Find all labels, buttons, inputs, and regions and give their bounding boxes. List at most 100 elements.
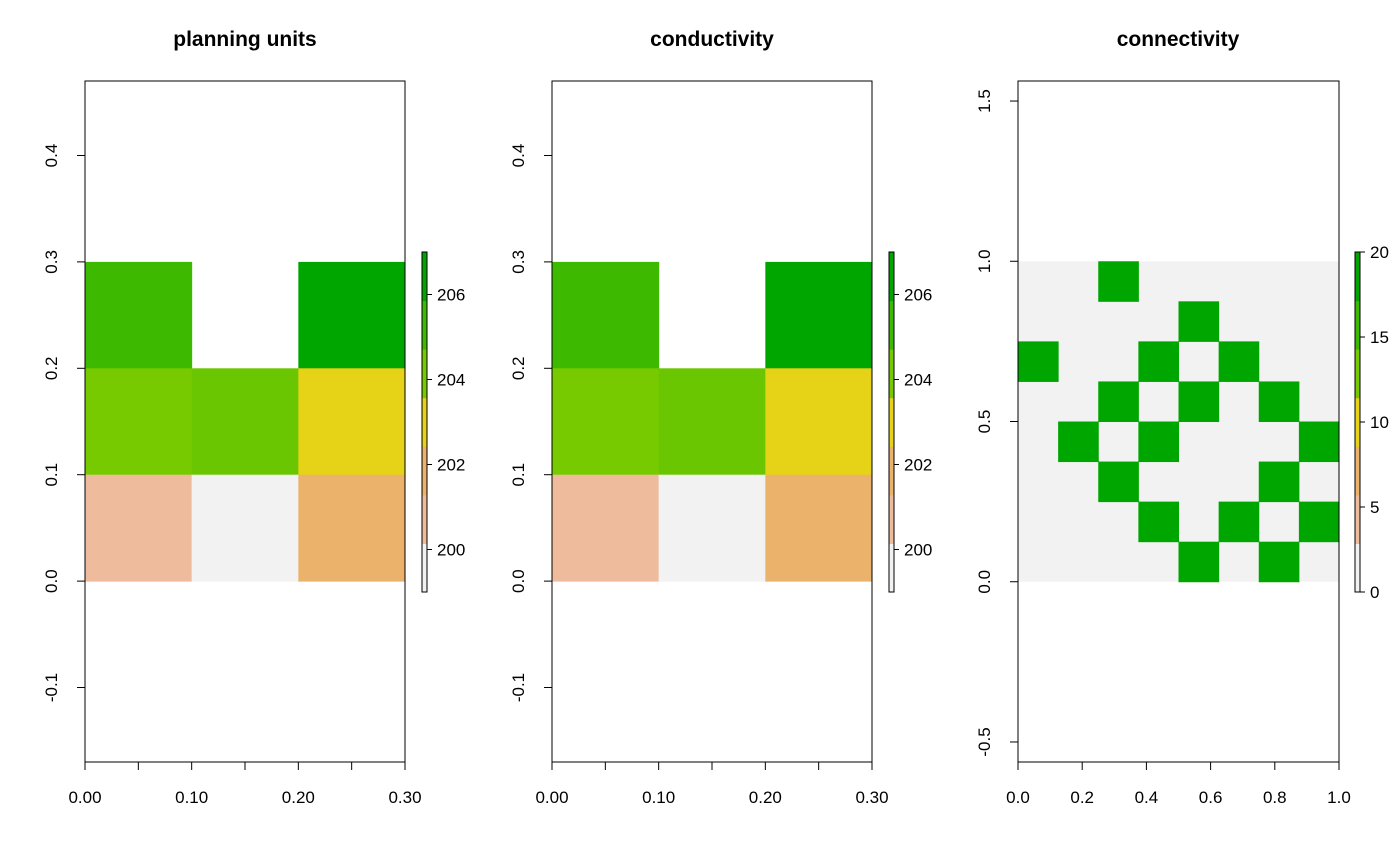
colorbar-tick-label: 206 — [904, 286, 932, 305]
y-tick-label: 0.4 — [509, 144, 528, 168]
y-axis: -0.1 0.0 0.1 0.2 0.3 0.4 — [509, 144, 552, 702]
raster-cell — [1058, 421, 1099, 463]
x-tick-label: 0.2 — [1070, 788, 1094, 807]
x-tick-label: 0.4 — [1135, 788, 1159, 807]
y-tick-label: -0.1 — [42, 673, 61, 702]
colorbar-frame — [421, 251, 428, 593]
raster-cell — [1178, 541, 1220, 583]
colorbar-segment — [889, 543, 894, 593]
raster-cell — [1298, 421, 1340, 463]
raster-cell — [298, 368, 406, 476]
panel-connectivity: connectivity 0.0 0.2 0.4 0.6 0.8 1.0-0.50.00.… — [975, 28, 1389, 807]
y-tick-label: 0.4 — [42, 144, 61, 168]
raster-cell — [552, 261, 660, 369]
colorbar-tick-label: 200 — [904, 541, 932, 560]
colorbar-tick-label: 202 — [904, 456, 932, 475]
colorbar-segment — [422, 252, 427, 302]
x-axis: 0.00 0.10 0.20 0.30 — [68, 762, 422, 807]
raster-cell — [298, 474, 406, 582]
colorbar-tick-label: 206 — [437, 286, 465, 305]
colorbar-tick-label: 10 — [1370, 413, 1389, 432]
x-tick-label: 0.6 — [1199, 788, 1223, 807]
colorbar: 0 5 10 15 20 — [1354, 243, 1389, 602]
raster-cell — [1218, 341, 1260, 382]
y-tick-label: 0.3 — [42, 250, 61, 274]
y-tick-label: 0.0 — [509, 569, 528, 593]
colorbar: 200 202 204 206 — [888, 251, 932, 593]
raster-cell — [765, 474, 873, 582]
x-tick-label: 0.30 — [855, 788, 888, 807]
raster-cell — [1258, 381, 1300, 422]
colorbar-segment — [889, 349, 894, 399]
raster-cell — [1218, 501, 1260, 543]
panel-title: conductivity — [650, 28, 774, 51]
raster-cell — [1138, 341, 1179, 382]
x-tick-label: 0.8 — [1263, 788, 1287, 807]
panel-conductivity: conductivity 0.00 0.10 0.20 0.30 -0.1 0.0 0.1 0… — [509, 28, 932, 807]
colorbar-tick-label: 200 — [437, 541, 465, 560]
colorbar-segment — [889, 300, 894, 350]
colorbar-tick-label: 15 — [1370, 328, 1389, 347]
raster-cell — [298, 261, 406, 369]
raster-cell — [191, 368, 299, 476]
raster-cell — [1098, 381, 1139, 422]
x-tick-label: 0.00 — [68, 788, 101, 807]
raster-cell — [765, 261, 873, 369]
colorbar-segment — [422, 349, 427, 399]
raster-cell — [85, 261, 193, 369]
x-axis: 0.00 0.10 0.20 0.30 — [535, 762, 889, 807]
raster-cell — [1018, 341, 1059, 382]
y-tick-label: 0.2 — [509, 356, 528, 380]
x-tick-label: 0.10 — [642, 788, 675, 807]
colorbar-frame — [888, 251, 895, 593]
y-tick-label: 0.5 — [975, 410, 994, 434]
panel-title: planning units — [173, 28, 316, 51]
x-tick-label: 0.10 — [175, 788, 208, 807]
colorbar-tick-label: 20 — [1370, 243, 1389, 262]
colorbar-segment — [422, 300, 427, 350]
colorbar-tick-label: 5 — [1370, 498, 1379, 517]
colorbar-tick-label: 202 — [437, 456, 465, 475]
colorbar: 200 202 204 206 — [421, 251, 465, 593]
colorbar-segment — [422, 446, 427, 496]
colorbar-tick-label: 204 — [437, 371, 465, 390]
raster-cells — [552, 261, 873, 582]
x-tick-label: 0.20 — [282, 788, 315, 807]
raster-cell — [85, 368, 193, 476]
raster-cell — [85, 474, 193, 582]
raster-cell — [552, 368, 660, 476]
colorbar-segment — [1355, 543, 1360, 593]
raster-cell — [1178, 381, 1220, 422]
raster-cells — [1018, 261, 1340, 583]
raster-cell — [1138, 421, 1179, 463]
x-tick-label: 1.0 — [1327, 788, 1351, 807]
colorbar-tick-label: 204 — [904, 371, 932, 390]
y-tick-label: 0.0 — [975, 570, 994, 594]
raster-cell — [658, 474, 766, 582]
colorbar-segment — [889, 494, 894, 544]
colorbar-segment — [1355, 349, 1360, 399]
raster-cell — [1098, 461, 1139, 503]
y-axis: -0.5 0.0 0.5 1.0 1.5 — [975, 89, 1018, 757]
colorbar-segment — [1355, 446, 1360, 496]
y-tick-label: -0.5 — [975, 727, 994, 756]
y-tick-label: 1.5 — [975, 89, 994, 113]
x-tick-label: 0.00 — [535, 788, 568, 807]
raster-cell — [552, 474, 660, 582]
raster-cell — [1258, 541, 1300, 583]
raster-cell — [765, 368, 873, 476]
raster-cell — [1178, 301, 1220, 342]
colorbar-segment — [422, 543, 427, 593]
y-tick-label: 0.2 — [42, 356, 61, 380]
colorbar-segment — [422, 397, 427, 447]
x-tick-label: 0.20 — [749, 788, 782, 807]
raster-cell — [1298, 501, 1340, 543]
raster-cell — [191, 474, 299, 582]
y-tick-label: 0.1 — [42, 463, 61, 487]
raster-cell — [1258, 461, 1300, 503]
y-tick-label: 0.3 — [509, 250, 528, 274]
colorbar-tick-label: 0 — [1370, 583, 1379, 602]
y-tick-label: 0.0 — [42, 569, 61, 593]
x-axis: 0.0 0.2 0.4 0.6 0.8 1.0 — [1006, 762, 1351, 807]
